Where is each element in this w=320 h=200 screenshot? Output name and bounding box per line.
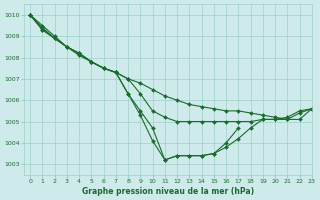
X-axis label: Graphe pression niveau de la mer (hPa): Graphe pression niveau de la mer (hPa) <box>82 187 254 196</box>
